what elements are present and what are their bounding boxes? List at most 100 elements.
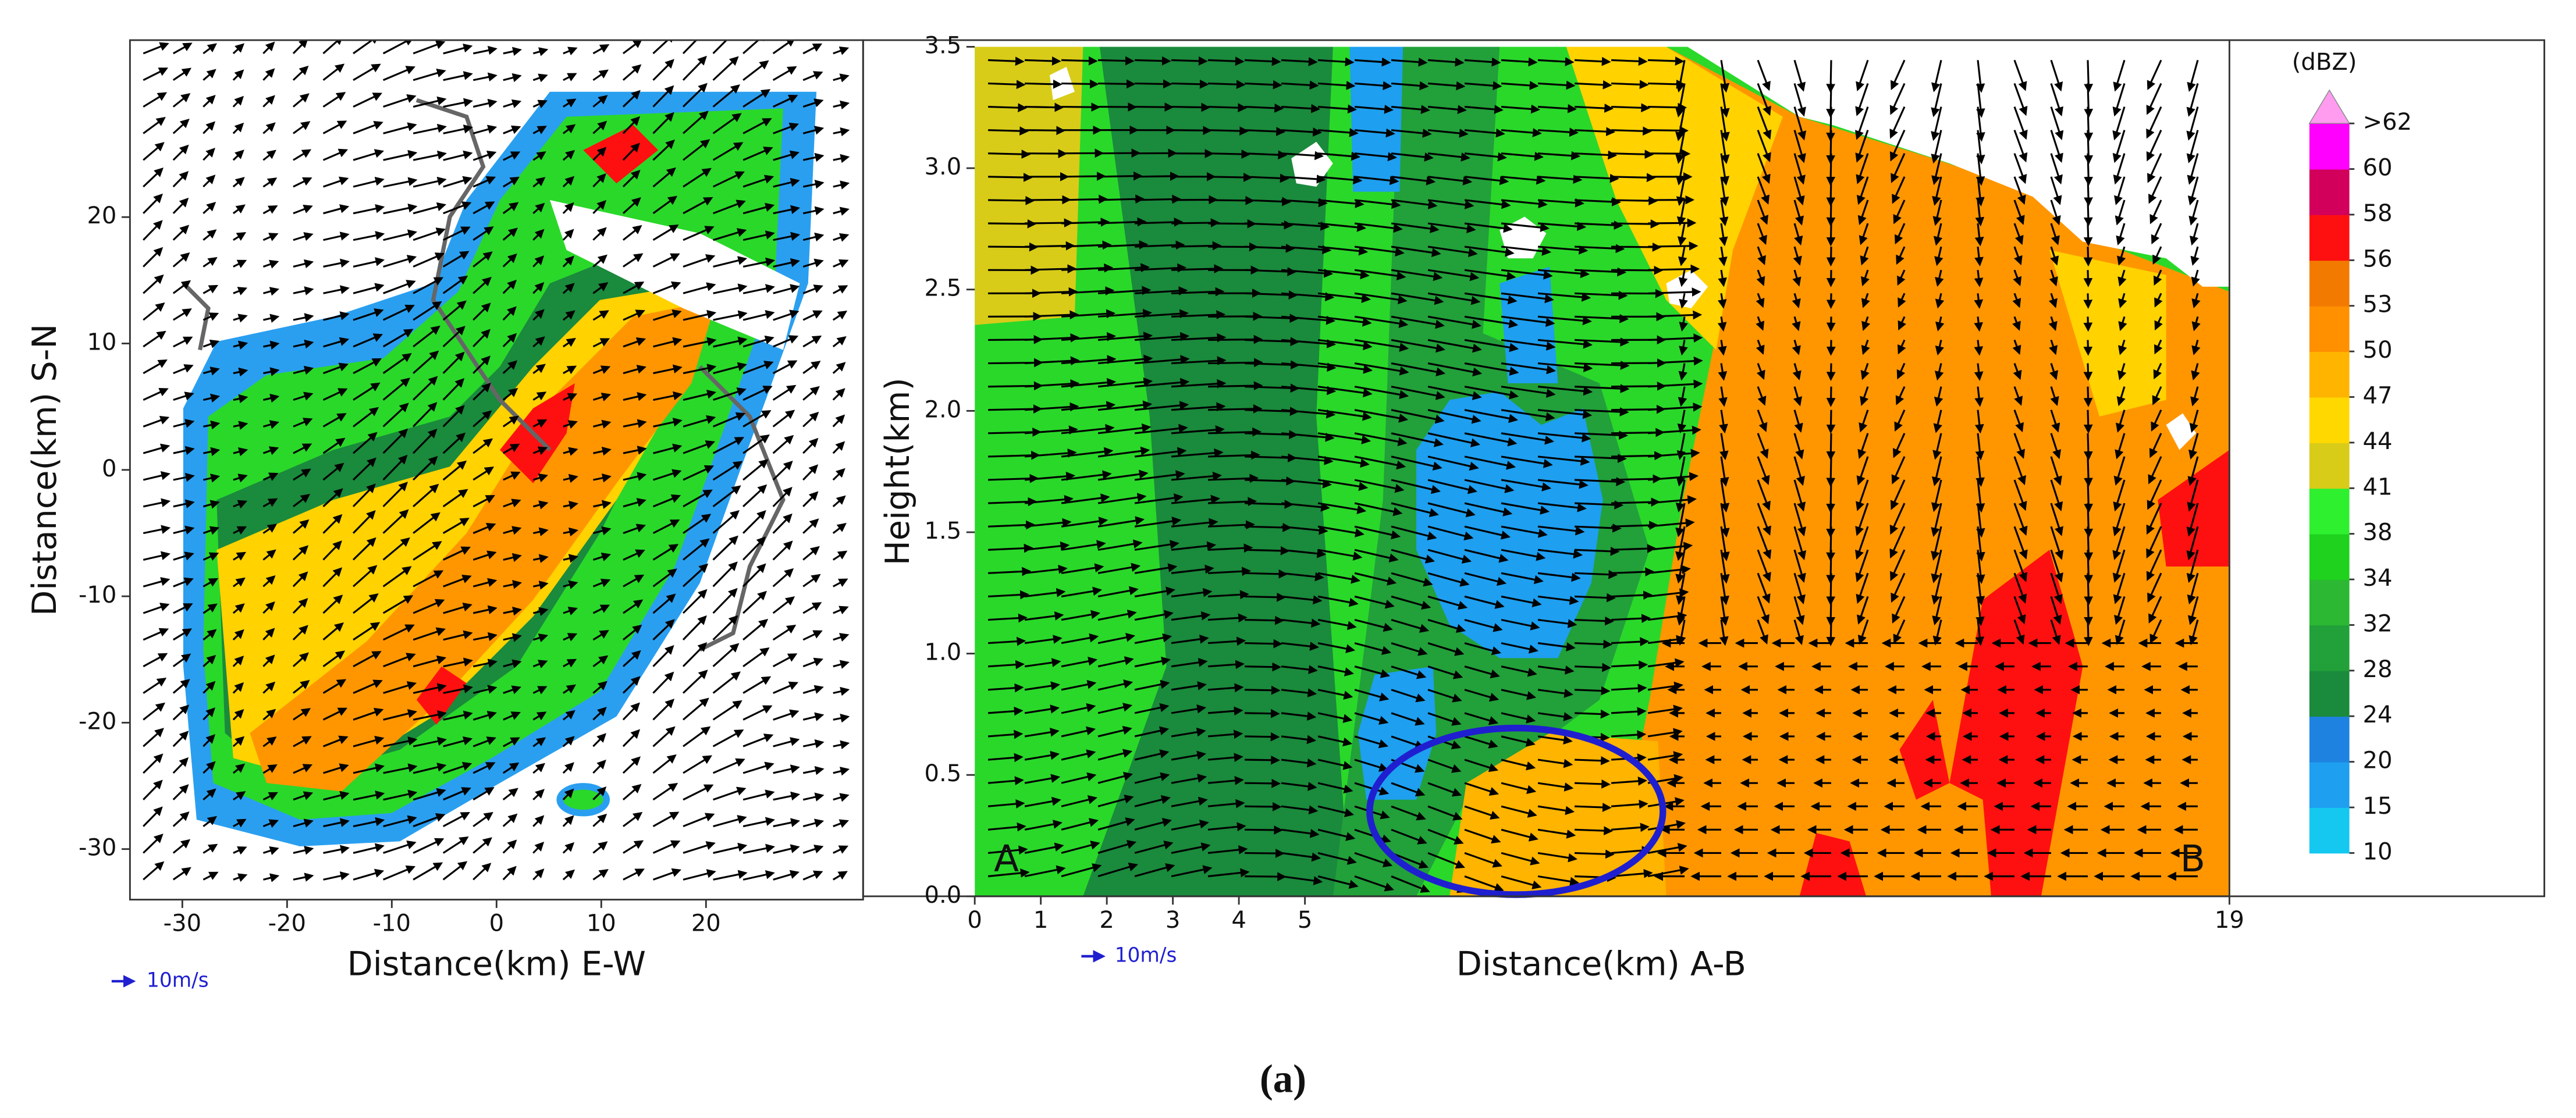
wind-arrow [353,382,381,401]
wind-arrow [773,309,800,321]
wind-arrow [383,763,418,774]
wind-arrow [563,365,577,375]
wind-arrow [1931,130,1942,164]
x-tick-label: 20 [691,910,721,937]
x-tick-label: 3 [1166,907,1181,934]
wind-arrow [472,685,498,695]
wind-arrow [1025,126,1066,136]
colorbar-label: 38 [2362,519,2392,546]
wind-arrow [413,627,446,641]
wind-arrow [1757,223,1767,245]
wind-arrow [592,147,607,161]
wind-arrow [623,446,647,455]
wind-arrow [202,202,216,214]
wind-arrow [323,232,350,241]
wind-arrow [1757,59,1771,91]
wind-arrow [413,838,445,854]
wind-arrow [353,308,384,321]
wind-arrow [652,671,674,694]
wind-arrow [652,544,679,561]
wind-arrow [472,410,492,428]
wind-arrow [652,699,675,721]
wind-arrow [322,462,344,481]
wind-arrow [712,588,738,614]
wind-arrow [143,42,169,55]
wind-arrow [293,313,314,322]
wind-arrow [562,283,575,294]
wind-arrow [472,201,495,215]
wind-arrow [682,40,698,55]
wind-arrow [2147,153,2162,183]
wind-arrow [653,364,683,375]
wind-arrow [2013,59,2027,91]
wind-arrow [293,177,312,188]
wind-arrow [443,546,471,561]
wind-arrow [383,203,418,215]
wind-arrow [503,125,521,134]
wind-arrow [802,518,819,534]
wind-arrow [263,340,280,350]
wind-arrow [1317,222,1367,232]
wind-arrow [472,811,493,827]
wind-arrow [1098,102,1138,112]
colorbar-label: 50 [2362,337,2392,364]
wind-arrow [442,432,466,454]
wind-arrow [2186,130,2199,163]
wind-arrow [773,737,800,747]
wind-arrow [1317,199,1365,208]
colorbar-segment [2309,397,2350,443]
wind-arrow [443,710,473,721]
x-tick-label: 0 [967,907,982,934]
wind-arrow [143,834,164,854]
wind-arrow [1061,79,1099,89]
wind-arrow [833,259,849,268]
wind-arrow [772,486,793,507]
wind-arrow [802,818,825,828]
wind-arrow [712,461,743,481]
wind-arrow [2187,153,2199,185]
wind-arrow [2050,83,2063,117]
colorbar-label: 32 [2362,610,2392,637]
wind-arrow [1061,102,1101,112]
wind-arrow [1574,220,1623,230]
wind-arrow [772,66,797,81]
wind-arrow [1208,126,1249,136]
wind-arrow [563,527,579,537]
wind-arrow [742,434,770,454]
wind-arrow [652,726,676,747]
wind-arrow [2112,106,2126,141]
wind-arrow [1464,222,1513,233]
wind-arrow [443,761,472,774]
wind-arrow [1537,175,1583,184]
wind-arrow [233,791,246,801]
wind-arrow [773,205,801,215]
wind-arrow [532,868,545,881]
wind-arrow [773,94,798,108]
wind-arrow [322,148,349,161]
wind-arrow [353,358,382,375]
wind-arrow [802,335,822,348]
wind-arrow [173,551,194,561]
wind-arrow [833,46,850,55]
wind-arrow [202,734,216,747]
wind-arrow [443,603,472,614]
annotation: A [994,838,1019,880]
wind-arrow [353,204,385,215]
wind-arrow [683,465,715,481]
wind-arrow [292,571,308,588]
wind-arrow [1856,153,1869,184]
wind-arrow [772,360,798,375]
y-tick-label: 0.5 [925,760,962,787]
wind-arrow [1974,223,1984,247]
wind-arrow [1391,152,1434,162]
wind-arrow [173,499,195,508]
wind-arrow [682,55,707,81]
wind-vector-group [143,40,850,882]
wind-arrow [1889,106,1906,139]
wind-arrow [562,736,575,747]
wind-arrow [202,312,219,321]
wind-arrow [1171,56,1208,66]
wind-arrow [383,255,417,268]
wind-arrow [802,546,820,561]
